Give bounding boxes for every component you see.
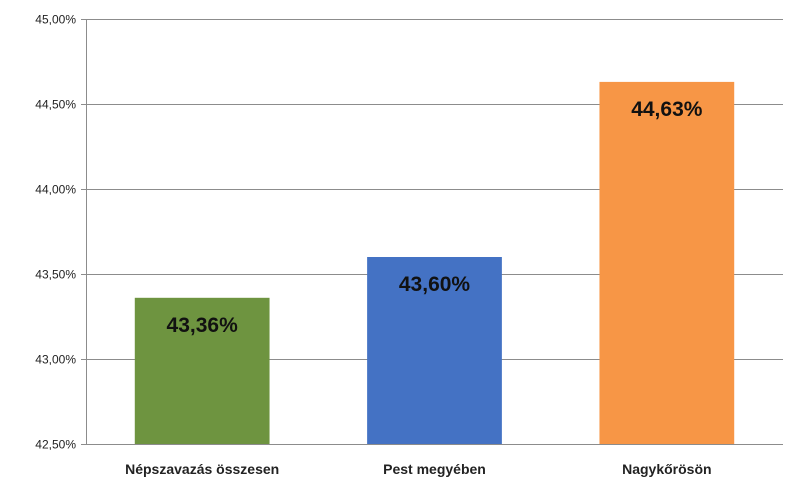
bar — [599, 81, 735, 445]
y-tick-label: 43,00% — [35, 353, 76, 367]
data-label: 44,63% — [631, 98, 703, 121]
y-tick-label: 42,50% — [35, 438, 76, 452]
data-labels: 43,36% 43,60% 44,63% — [167, 98, 703, 337]
y-tick-label: 43,50% — [35, 268, 76, 282]
data-label: 43,60% — [399, 273, 471, 296]
category-labels: Népszavazás összesen Pest megyében Nagykőr… — [125, 461, 711, 477]
data-label: 43,36% — [167, 314, 239, 337]
category-label: Népszavazás összesen — [125, 461, 279, 477]
bar — [367, 257, 502, 444]
y-tick-label: 44,00% — [35, 183, 76, 197]
y-axis-ticks: 42,50% 43,00% 43,50% 44,00% 44,50% 45,00% — [35, 13, 86, 452]
bars — [134, 81, 735, 445]
bar — [134, 297, 270, 444]
y-tick-label: 45,00% — [35, 13, 76, 27]
y-tick-label: 44,50% — [35, 98, 76, 112]
category-label: Pest megyében — [383, 461, 486, 477]
category-label: Nagykőrösön — [622, 461, 711, 477]
